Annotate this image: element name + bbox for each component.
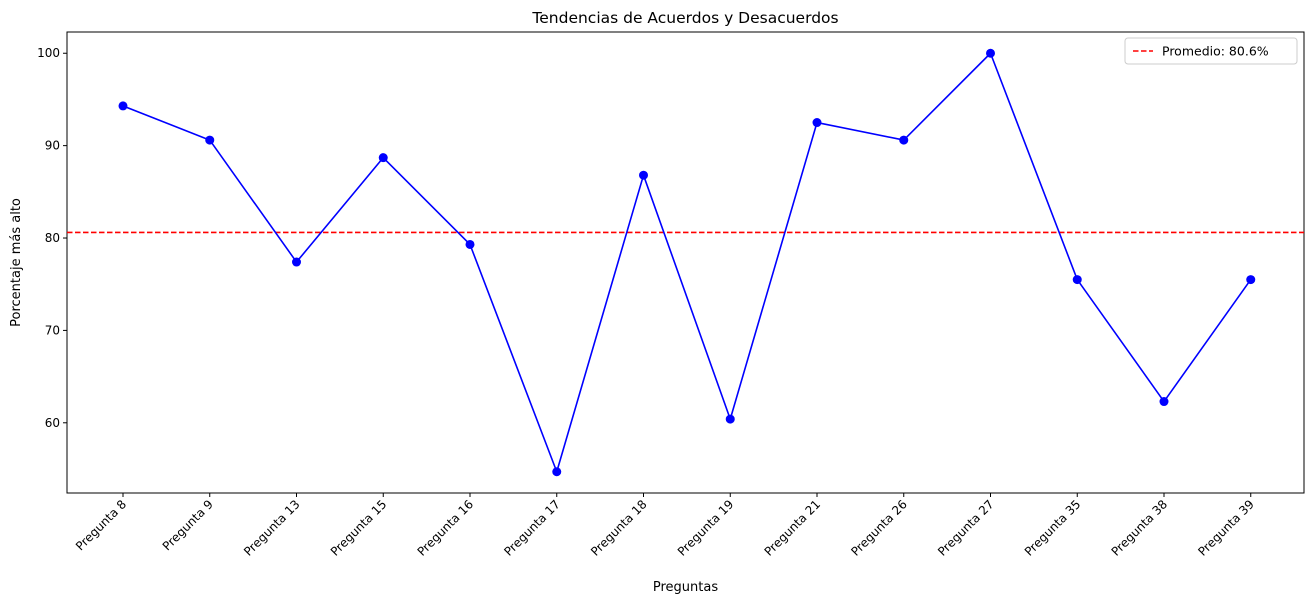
plot-area-frame [66,31,1305,494]
x-tick-label: Pregunta 15 [328,497,390,559]
data-point [899,135,909,145]
data-point [118,101,128,111]
data-point [725,414,735,424]
series-layer [118,48,1256,477]
data-point [1159,397,1169,407]
x-tick-label: Pregunta 9 [160,497,216,553]
data-point [205,135,215,145]
data-point [378,153,388,163]
x-tick-label: Pregunta 17 [501,497,563,559]
x-tick-label: Pregunta 26 [848,497,910,559]
y-axis: 60 70 80 90 100 [37,46,67,430]
x-tick-label: Pregunta 35 [1022,497,1084,559]
x-tick-label: Pregunta 38 [1109,497,1171,559]
chart-title: Tendencias de Acuerdos y Desacuerdos [531,9,838,27]
x-tick-label: Pregunta 21 [762,497,824,559]
x-tick-label: Pregunta 19 [675,497,737,559]
y-axis-title: Porcentaje más alto [9,198,24,327]
data-point [552,467,562,477]
data-point [1072,275,1082,285]
data-point [639,170,648,180]
x-axis: Pregunta 8 Pregunta 9 Pregunta 13 Pregunta … [73,493,1257,559]
series-line [122,52,1252,473]
data-point [292,257,301,267]
y-tick-label: 60 [45,416,60,430]
data-point [986,48,995,58]
x-axis-title: Preguntas [653,580,718,595]
x-tick-label: Pregunta 16 [415,497,477,559]
y-tick-label: 90 [45,139,60,153]
x-tick-label: Pregunta 8 [73,497,129,553]
data-point [465,239,475,249]
legend-box [1124,37,1298,65]
x-tick-label: Pregunta 27 [935,497,997,559]
x-tick-label: Pregunta 18 [588,497,650,559]
data-point [812,118,822,128]
x-tick-label: Pregunta 13 [241,497,303,559]
x-tick-label: Pregunta 39 [1195,497,1257,559]
y-tick-label: 100 [37,46,60,60]
legend-label-average: Promedio: 80.6% [1162,44,1269,59]
data-point [1246,275,1256,285]
legend: Promedio: 80.6% [1124,37,1298,65]
y-tick-label: 70 [45,323,60,337]
y-tick-label: 80 [45,231,60,245]
